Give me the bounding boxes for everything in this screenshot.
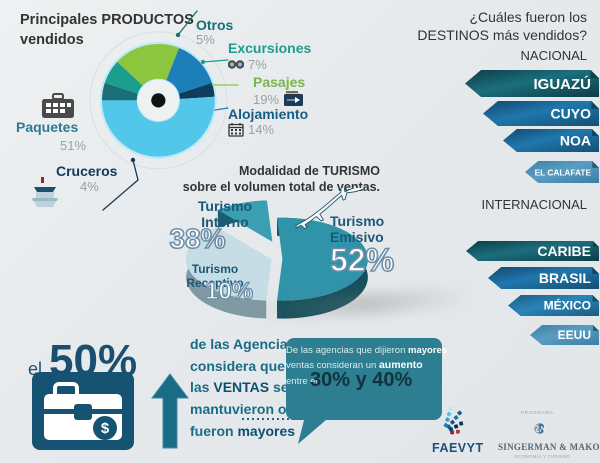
svg-text:BRASIL: BRASIL: [539, 270, 592, 286]
svg-text:CARIBE: CARIBE: [537, 243, 591, 259]
svg-text:NOA: NOA: [560, 132, 591, 148]
svg-text:EL CALAFATE: EL CALAFATE: [535, 167, 592, 177]
svg-text:EEUU: EEUU: [558, 328, 591, 342]
svg-text:MÉXICO: MÉXICO: [544, 298, 591, 313]
svg-text:CUYO: CUYO: [551, 105, 592, 121]
svg-text:IGUAZÚ: IGUAZÚ: [534, 75, 592, 93]
